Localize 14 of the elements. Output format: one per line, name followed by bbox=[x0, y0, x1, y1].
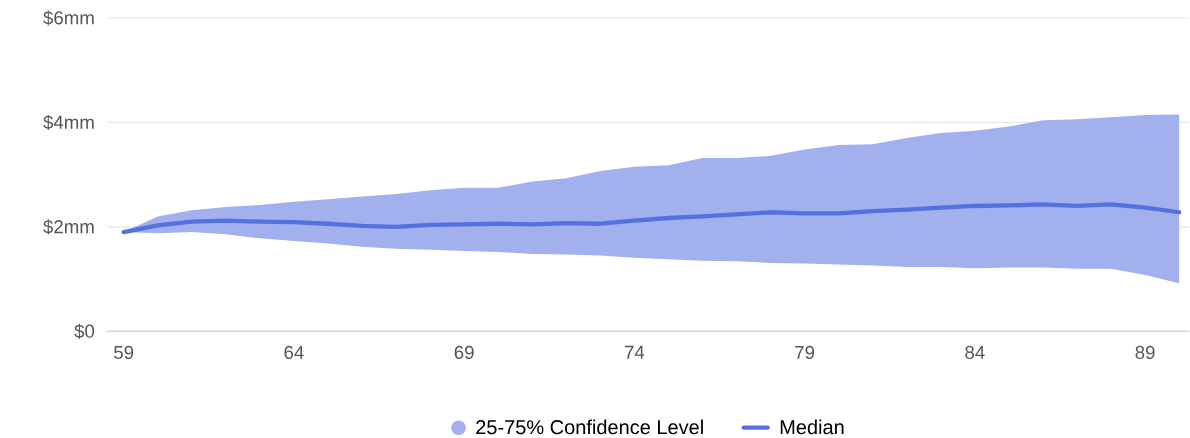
x-tick-label: 89 bbox=[1135, 345, 1155, 360]
legend-label: Median bbox=[780, 419, 844, 435]
y-tick-label: $2mm bbox=[43, 219, 94, 235]
x-tick-label: 69 bbox=[454, 345, 474, 360]
x-tick-label: 79 bbox=[795, 345, 815, 360]
y-tick-label: $0 bbox=[74, 323, 95, 339]
x-tick-label: 59 bbox=[114, 345, 134, 360]
x-tick-label: 64 bbox=[284, 345, 304, 360]
x-tick-label: 84 bbox=[965, 345, 985, 360]
x-tick-label: 74 bbox=[624, 345, 645, 359]
line-series bbox=[121, 202, 1182, 235]
y-tick-label: $6mm bbox=[43, 10, 94, 26]
text: 25-75% Confidence Level bbox=[476, 419, 703, 435]
y-tick-label: $4mm bbox=[43, 114, 94, 130]
